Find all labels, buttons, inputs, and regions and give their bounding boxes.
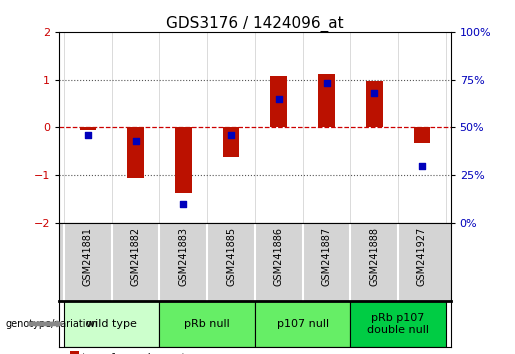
Point: [322, 81, 331, 86]
Text: GSM241887: GSM241887: [321, 227, 332, 286]
Point: [227, 132, 235, 138]
Bar: [64, 301, 160, 347]
Text: pRb null: pRb null: [184, 319, 230, 329]
Text: GSM241927: GSM241927: [417, 227, 427, 286]
Bar: [255, 301, 350, 347]
Text: wild type: wild type: [87, 319, 137, 329]
Bar: [160, 301, 255, 347]
Text: GSM241882: GSM241882: [131, 227, 141, 286]
Point: [274, 96, 283, 102]
Text: GSM241881: GSM241881: [83, 227, 93, 286]
Bar: [270, 76, 287, 127]
Text: GSM241888: GSM241888: [369, 227, 379, 286]
Text: transformed count: transformed count: [82, 353, 186, 354]
Text: pRb p107
double null: pRb p107 double null: [367, 313, 429, 335]
Point: [131, 138, 140, 144]
Text: GSM241885: GSM241885: [226, 227, 236, 286]
Point: [179, 201, 187, 207]
Point: [418, 163, 426, 169]
Bar: [350, 301, 446, 347]
Text: genotype/variation: genotype/variation: [5, 319, 98, 329]
Bar: [79, 127, 96, 130]
Point: [84, 132, 92, 138]
Bar: [175, 127, 192, 193]
Bar: [127, 127, 144, 178]
Bar: [318, 74, 335, 127]
Text: GSM241886: GSM241886: [274, 227, 284, 286]
Bar: [414, 127, 431, 143]
Point: [370, 90, 379, 96]
Bar: [222, 127, 239, 157]
Text: GSM241883: GSM241883: [178, 227, 188, 286]
Title: GDS3176 / 1424096_at: GDS3176 / 1424096_at: [166, 16, 344, 32]
Bar: [366, 81, 383, 127]
Text: p107 null: p107 null: [277, 319, 329, 329]
